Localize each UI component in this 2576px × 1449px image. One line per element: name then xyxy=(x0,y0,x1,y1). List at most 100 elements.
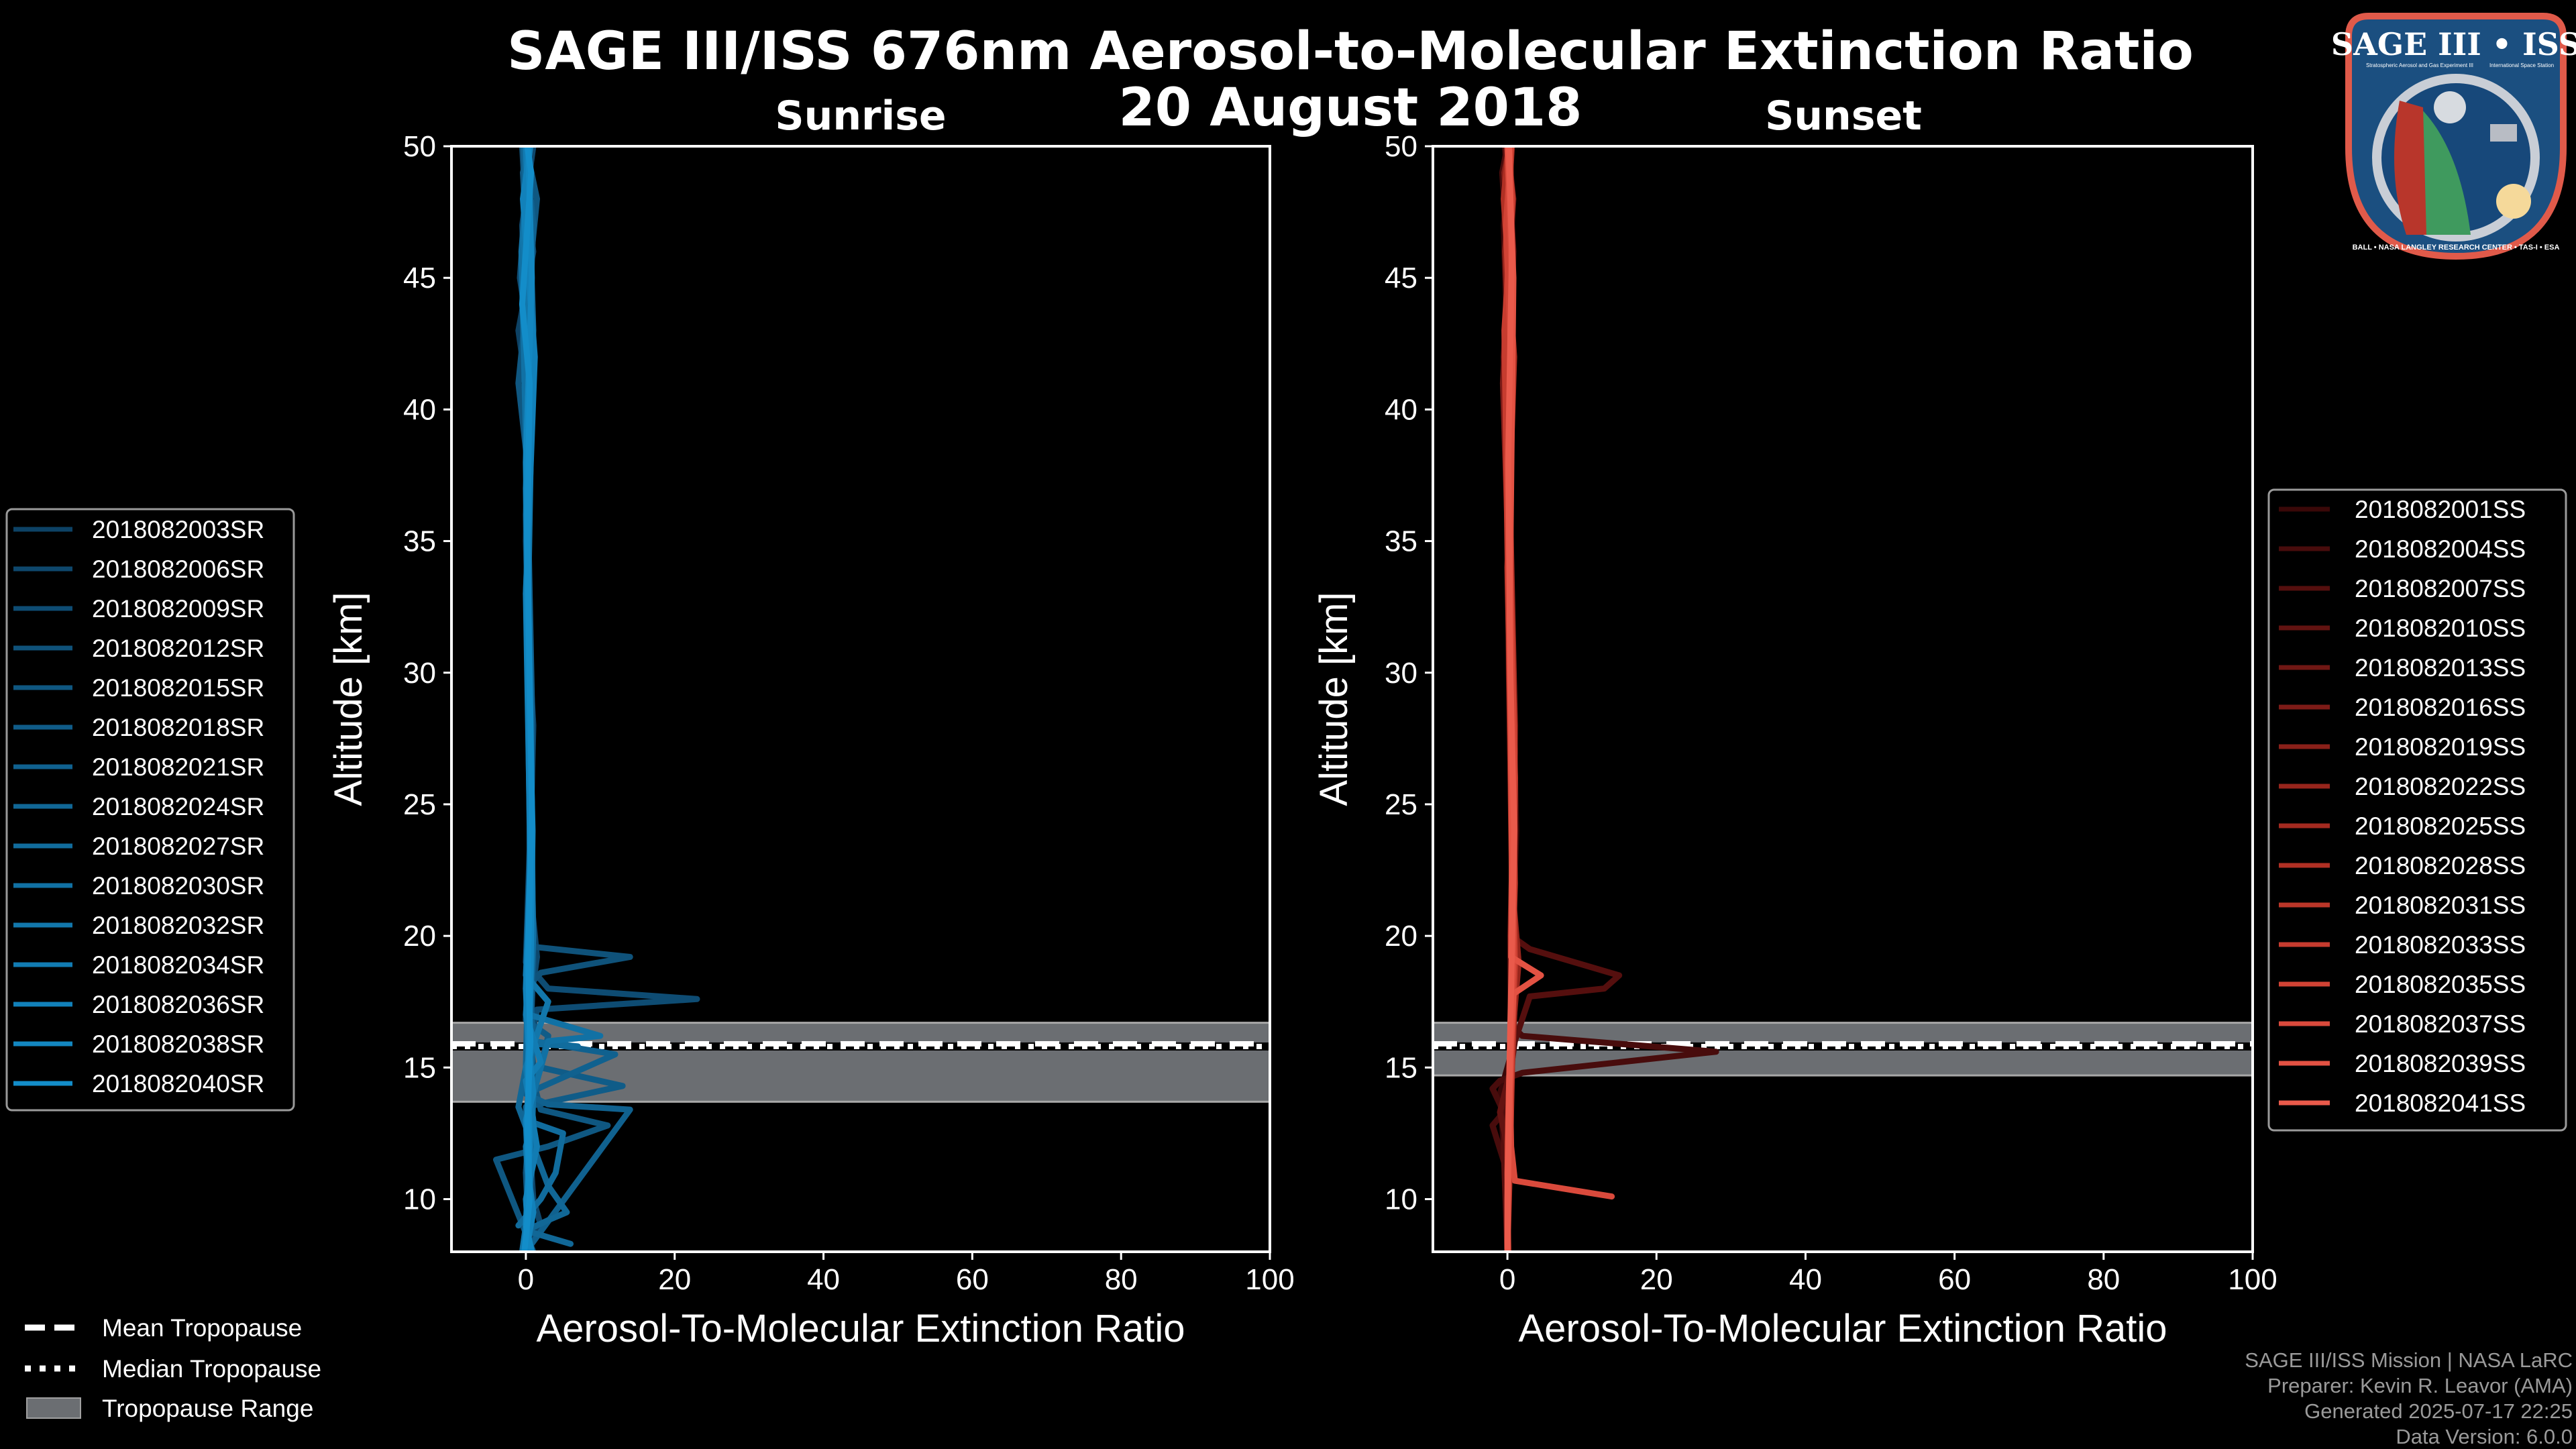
legend-item: 2018082006SR xyxy=(13,555,264,583)
logo-subtitle-left: Stratospheric Aerosol and Gas Experiment… xyxy=(2366,62,2473,68)
legend-item: 2018082025SS xyxy=(2279,812,2526,840)
y-tick-label: 35 xyxy=(403,525,436,558)
tropopause-range-label: Tropopause Range xyxy=(102,1395,313,1422)
footer-generated: Generated 2025-07-17 22:25 xyxy=(2304,1399,2573,1423)
legend-item: 2018082003SR xyxy=(13,516,264,543)
legend-item: 2018082028SS xyxy=(2279,852,2526,879)
legend-item: 2018082032SR xyxy=(13,912,264,939)
x-tick-label: 20 xyxy=(658,1263,691,1296)
legend-item: 2018082037SS xyxy=(2279,1010,2526,1038)
x-tick-label: 0 xyxy=(1499,1263,1515,1296)
legend-label: 2018082001SS xyxy=(2355,496,2526,523)
legend-item: 2018082021SR xyxy=(13,753,264,781)
legend-item: 2018082027SR xyxy=(13,833,264,860)
legend-label: 2018082015SR xyxy=(92,674,264,702)
logo-title: SAGE III • ISS xyxy=(2331,26,2576,62)
plot-area xyxy=(451,146,1270,1252)
sage-iii-iss-logo: SAGE III • ISS Stratospheric Aerosol and… xyxy=(2331,13,2576,260)
x-axis-label: Aerosol-To-Molecular Extinction Ratio xyxy=(1518,1307,2167,1350)
x-tick-label: 80 xyxy=(2087,1263,2120,1296)
sunrise-legend: 2018082003SR 2018082006SR 2018082009SR 2018… xyxy=(5,508,295,1112)
legend-label: 2018082038SR xyxy=(92,1030,264,1058)
y-tick-label: 40 xyxy=(1385,393,1417,426)
sunrise-panel: Sunrise 0 20 40 60 80 100 10 15 20 25 30 35 40 45 50 Aer… xyxy=(327,93,1295,1350)
legend-item: 2018082001SS xyxy=(2279,496,2526,523)
y-tick-label: 35 xyxy=(1385,525,1417,558)
tropopause-range-swatch xyxy=(26,1397,81,1419)
legend-label: 2018082031SS xyxy=(2355,892,2526,919)
y-tick-label: 20 xyxy=(1385,920,1417,953)
legend-label: 2018082018SR xyxy=(92,714,264,741)
legend-item: 2018082036SR xyxy=(13,991,264,1018)
y-tick-label: 50 xyxy=(1385,130,1417,163)
x-tick-label: 60 xyxy=(1938,1263,1971,1296)
y-tick-label: 15 xyxy=(1385,1051,1417,1084)
legend-label: 2018082007SS xyxy=(2355,575,2526,602)
legend-item: 2018082019SS xyxy=(2279,733,2526,761)
legend-item: 2018082039SS xyxy=(2279,1050,2526,1077)
sunset-panel: Sunset 0 20 40 60 80 100 10 15 20 25 30 35 40 45 50 Aero… xyxy=(1312,93,2277,1350)
x-axis-label: Aerosol-To-Molecular Extinction Ratio xyxy=(536,1307,1185,1350)
y-tick-label: 25 xyxy=(403,788,436,821)
legend-label: 2018082034SR xyxy=(92,951,264,979)
x-tick-label: 40 xyxy=(1789,1263,1822,1296)
legend-box xyxy=(5,508,295,1112)
median-tropopause-label: Median Tropopause xyxy=(102,1355,321,1383)
legend-item: 2018082018SR xyxy=(13,714,264,741)
legend-label: 2018082025SS xyxy=(2355,812,2526,840)
y-tick-label: 45 xyxy=(403,262,436,294)
panel-title: Sunrise xyxy=(775,93,946,140)
panel-title: Sunset xyxy=(1765,93,1922,140)
x-tick-label: 40 xyxy=(807,1263,840,1296)
legend-item: 2018082015SR xyxy=(13,674,264,702)
y-tick-label: 25 xyxy=(1385,788,1417,821)
plot-area xyxy=(1433,146,2253,1252)
x-tick-label: 80 xyxy=(1105,1263,1138,1296)
x-tick-label: 100 xyxy=(2228,1263,2277,1296)
legend-item: 2018082038SR xyxy=(13,1030,264,1058)
series-line-2018082040SR xyxy=(519,146,535,1252)
axes-frame xyxy=(450,145,1271,1253)
legend-label: 2018082016SS xyxy=(2355,694,2526,721)
y-tick-label: 40 xyxy=(403,393,436,426)
legend-label: 2018082006SR xyxy=(92,555,264,583)
legend-label: 2018082024SR xyxy=(92,793,264,820)
x-tick-label: 20 xyxy=(1640,1263,1673,1296)
legend-label: 2018082035SS xyxy=(2355,971,2526,998)
legend-label: 2018082013SS xyxy=(2355,654,2526,682)
legend-label: 2018082012SR xyxy=(92,635,264,662)
y-tick-label: 20 xyxy=(403,920,436,953)
legend-label: 2018082037SS xyxy=(2355,1010,2526,1038)
legend-item: 2018082040SR xyxy=(13,1070,264,1097)
legend-item: 2018082009SR xyxy=(13,595,264,623)
x-tick-label: 0 xyxy=(518,1263,534,1296)
x-tick-label: 60 xyxy=(956,1263,989,1296)
chart-date: 20 August 2018 xyxy=(1119,78,1582,138)
mean-tropopause-label: Mean Tropopause xyxy=(102,1314,302,1342)
x-tick-label: 100 xyxy=(1245,1263,1294,1296)
legend-label: 2018082009SR xyxy=(92,595,264,623)
legend-label: 2018082030SR xyxy=(92,872,264,900)
legend-item: 2018082016SS xyxy=(2279,694,2526,721)
series-line-2018082041SS xyxy=(1504,146,1517,1252)
footer-credits: SAGE III/ISS Mission | NASA LaRC Prepare… xyxy=(2245,1348,2573,1448)
legend-item: 2018082004SS xyxy=(2279,535,2526,563)
y-axis-label: Altitude [km] xyxy=(327,592,370,806)
legend-item: 2018082022SS xyxy=(2279,773,2526,800)
legend-item: 2018082035SS xyxy=(2279,971,2526,998)
footer-preparer: Preparer: Kevin R. Leavor (AMA) xyxy=(2267,1374,2573,1397)
logo-subtitle-right: International Space Station xyxy=(2489,62,2554,68)
y-tick-label: 50 xyxy=(403,130,436,163)
tropopause-legend: Mean Tropopause Median Tropopause Tropop… xyxy=(25,1314,321,1422)
legend-box xyxy=(2267,488,2567,1132)
legend-label: 2018082004SS xyxy=(2355,535,2526,563)
y-tick-label: 30 xyxy=(1385,657,1417,690)
footer-mission: SAGE III/ISS Mission | NASA LaRC xyxy=(2245,1348,2573,1372)
chart-title: SAGE III/ISS 676nm Aerosol-to-Molecular … xyxy=(507,21,2194,82)
legend-item: 2018082041SS xyxy=(2279,1089,2526,1117)
y-tick-label: 45 xyxy=(1385,262,1417,294)
legend-item: 2018082012SR xyxy=(13,635,264,662)
y-axis-label: Altitude [km] xyxy=(1312,592,1356,806)
tropopause-range-band xyxy=(451,1022,1270,1103)
